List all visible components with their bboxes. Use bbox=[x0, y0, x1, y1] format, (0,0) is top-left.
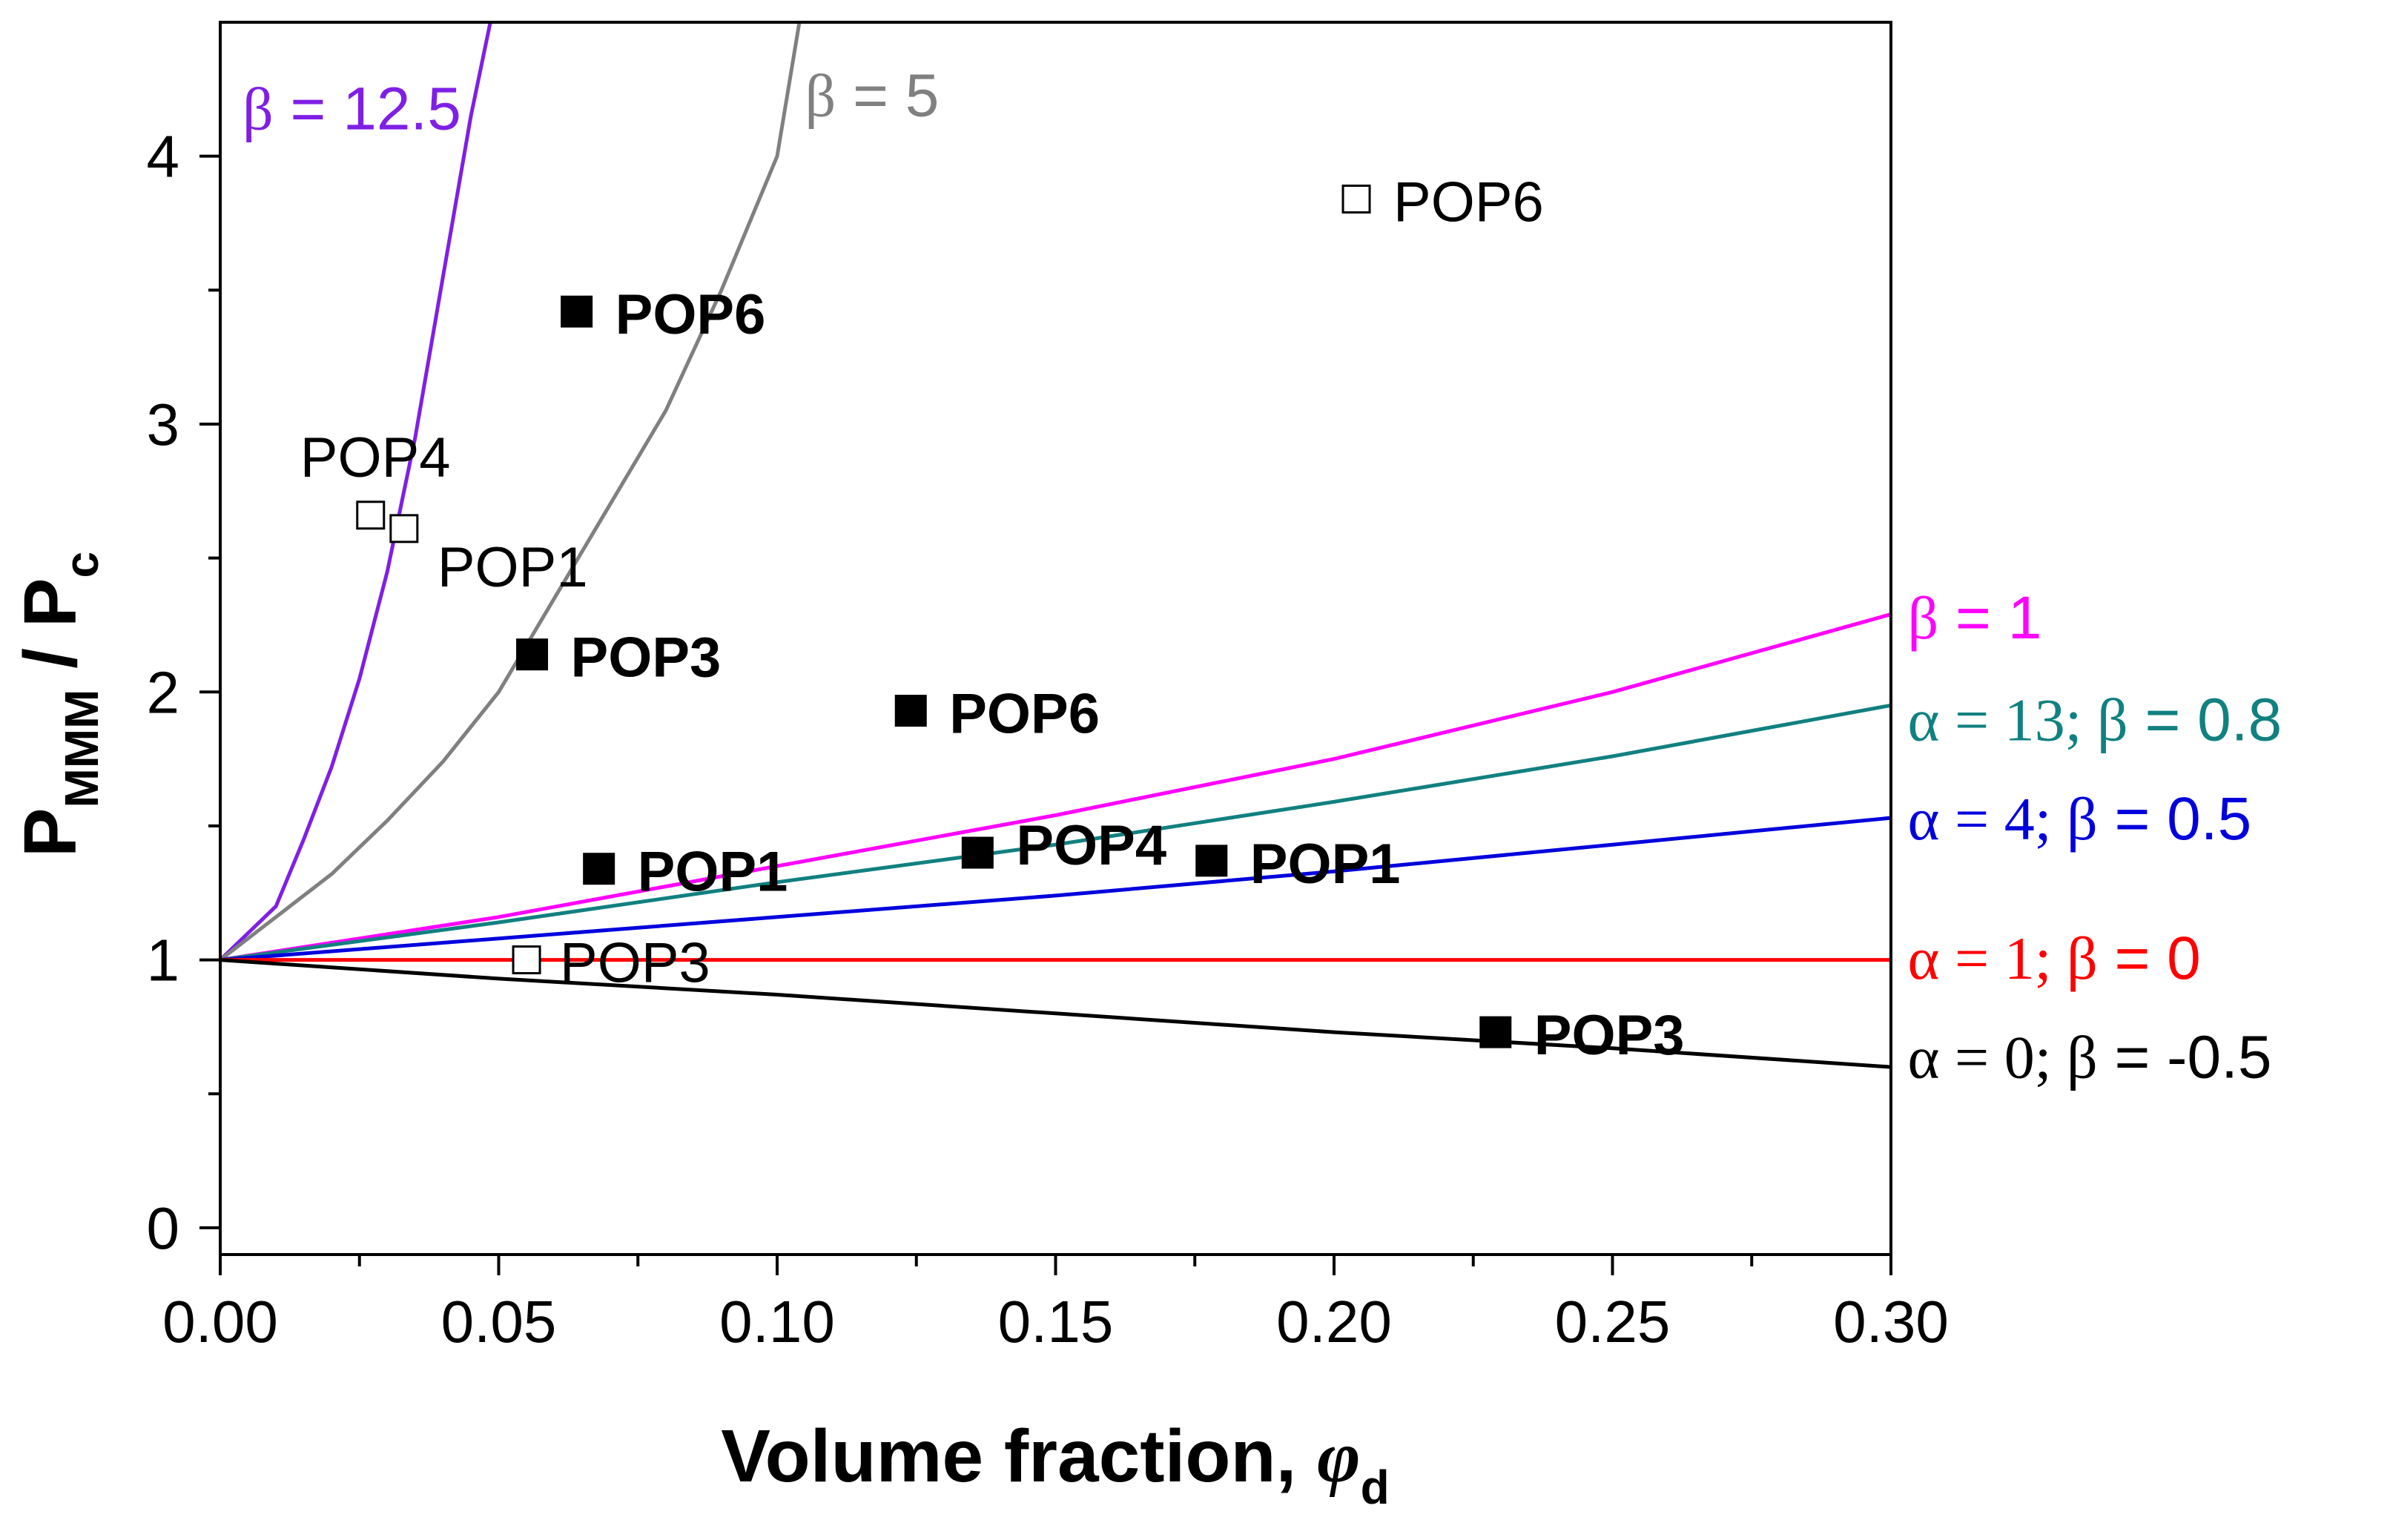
series-line-5 bbox=[220, 816, 1891, 962]
curve-label-7: α = 0; β = -0.5 bbox=[1908, 1024, 2272, 1091]
curve-label-2: β = 5 bbox=[805, 62, 940, 129]
y-axis-title: PMMM / Pc bbox=[9, 552, 108, 857]
series-line-1 bbox=[220, 22, 492, 962]
x-tick-label: 0.25 bbox=[1555, 1289, 1671, 1355]
curve-label-6: α = 1; β = 0 bbox=[1908, 925, 2201, 992]
x-tick-label: 0.00 bbox=[162, 1289, 278, 1355]
point-label: POP4 bbox=[1016, 814, 1166, 877]
point-label: POP3 bbox=[571, 627, 722, 690]
curve-label-1: β = 12.5 bbox=[242, 76, 461, 143]
filled-square-marker bbox=[561, 295, 593, 328]
y-tick-label: 2 bbox=[147, 659, 180, 725]
x-axis-title-symbol: φ bbox=[1317, 1415, 1361, 1498]
series-line-2 bbox=[220, 22, 802, 962]
curve-label-3: β = 1 bbox=[1908, 584, 2042, 652]
filled-square-marker bbox=[516, 638, 549, 671]
x-tick-label: 0.15 bbox=[998, 1289, 1114, 1355]
x-tick-label: 0.30 bbox=[1833, 1289, 1949, 1355]
y-tick-label: 1 bbox=[147, 928, 180, 994]
point-label: POP6 bbox=[949, 683, 1100, 746]
point-label: POP4 bbox=[300, 426, 451, 489]
curve-label-4: α = 13; β = 0.8 bbox=[1908, 686, 2282, 753]
filled-square-marker bbox=[1195, 845, 1228, 877]
y-axis-title-subscript: MMM bbox=[55, 690, 108, 808]
y-tick-label: 4 bbox=[147, 124, 180, 190]
point-label: POP3 bbox=[560, 932, 710, 995]
point-label: POP3 bbox=[1534, 1004, 1685, 1067]
filled-square-marker bbox=[1479, 1016, 1512, 1048]
filled-square-marker bbox=[583, 853, 615, 885]
y-tick-label: 3 bbox=[147, 391, 180, 457]
x-tick-label: 0.10 bbox=[719, 1289, 835, 1355]
open-square-marker bbox=[389, 514, 419, 543]
point-label: POP1 bbox=[438, 536, 588, 599]
x-tick-label: 0.05 bbox=[441, 1289, 557, 1355]
axes: 0.00 0.05 0.10 0.15 0.20 0.25 0.30 0 1 2 3 4 bbox=[147, 124, 1949, 1355]
plot-area bbox=[219, 21, 1892, 1256]
x-tick-label: 0.20 bbox=[1276, 1289, 1392, 1355]
data-points: POP6 POP3 POP6 POP1 POP4 POP1 POP3 POP6 POP4 POP1… bbox=[300, 171, 1685, 1067]
series-line-3 bbox=[220, 612, 1891, 962]
filled-square-marker bbox=[894, 695, 927, 727]
point-label: POP6 bbox=[615, 283, 766, 346]
curve-labels: β = 12.5 β = 5 β = 1 α = 13; β = 0.8 α = 4; … bbox=[242, 62, 2282, 1091]
x-axis-title: Volume fraction, φd bbox=[721, 1415, 1389, 1514]
series-layer bbox=[220, 22, 1891, 1069]
x-axis-title-subscript: d bbox=[1361, 1461, 1390, 1514]
open-square-marker bbox=[1341, 184, 1371, 214]
open-square-marker bbox=[356, 500, 386, 530]
point-label: POP6 bbox=[1393, 171, 1544, 234]
open-square-marker bbox=[512, 945, 541, 975]
filled-square-marker bbox=[961, 836, 994, 869]
point-label: POP1 bbox=[1250, 833, 1401, 896]
series-line-4 bbox=[220, 703, 1891, 962]
point-label: POP1 bbox=[638, 841, 788, 904]
series-line-7 bbox=[220, 958, 1891, 1069]
y-axis-title-subscript-2: c bbox=[55, 552, 108, 578]
y-tick-label: 0 bbox=[147, 1195, 180, 1261]
curve-label-5: α = 4; β = 0.5 bbox=[1908, 785, 2252, 853]
